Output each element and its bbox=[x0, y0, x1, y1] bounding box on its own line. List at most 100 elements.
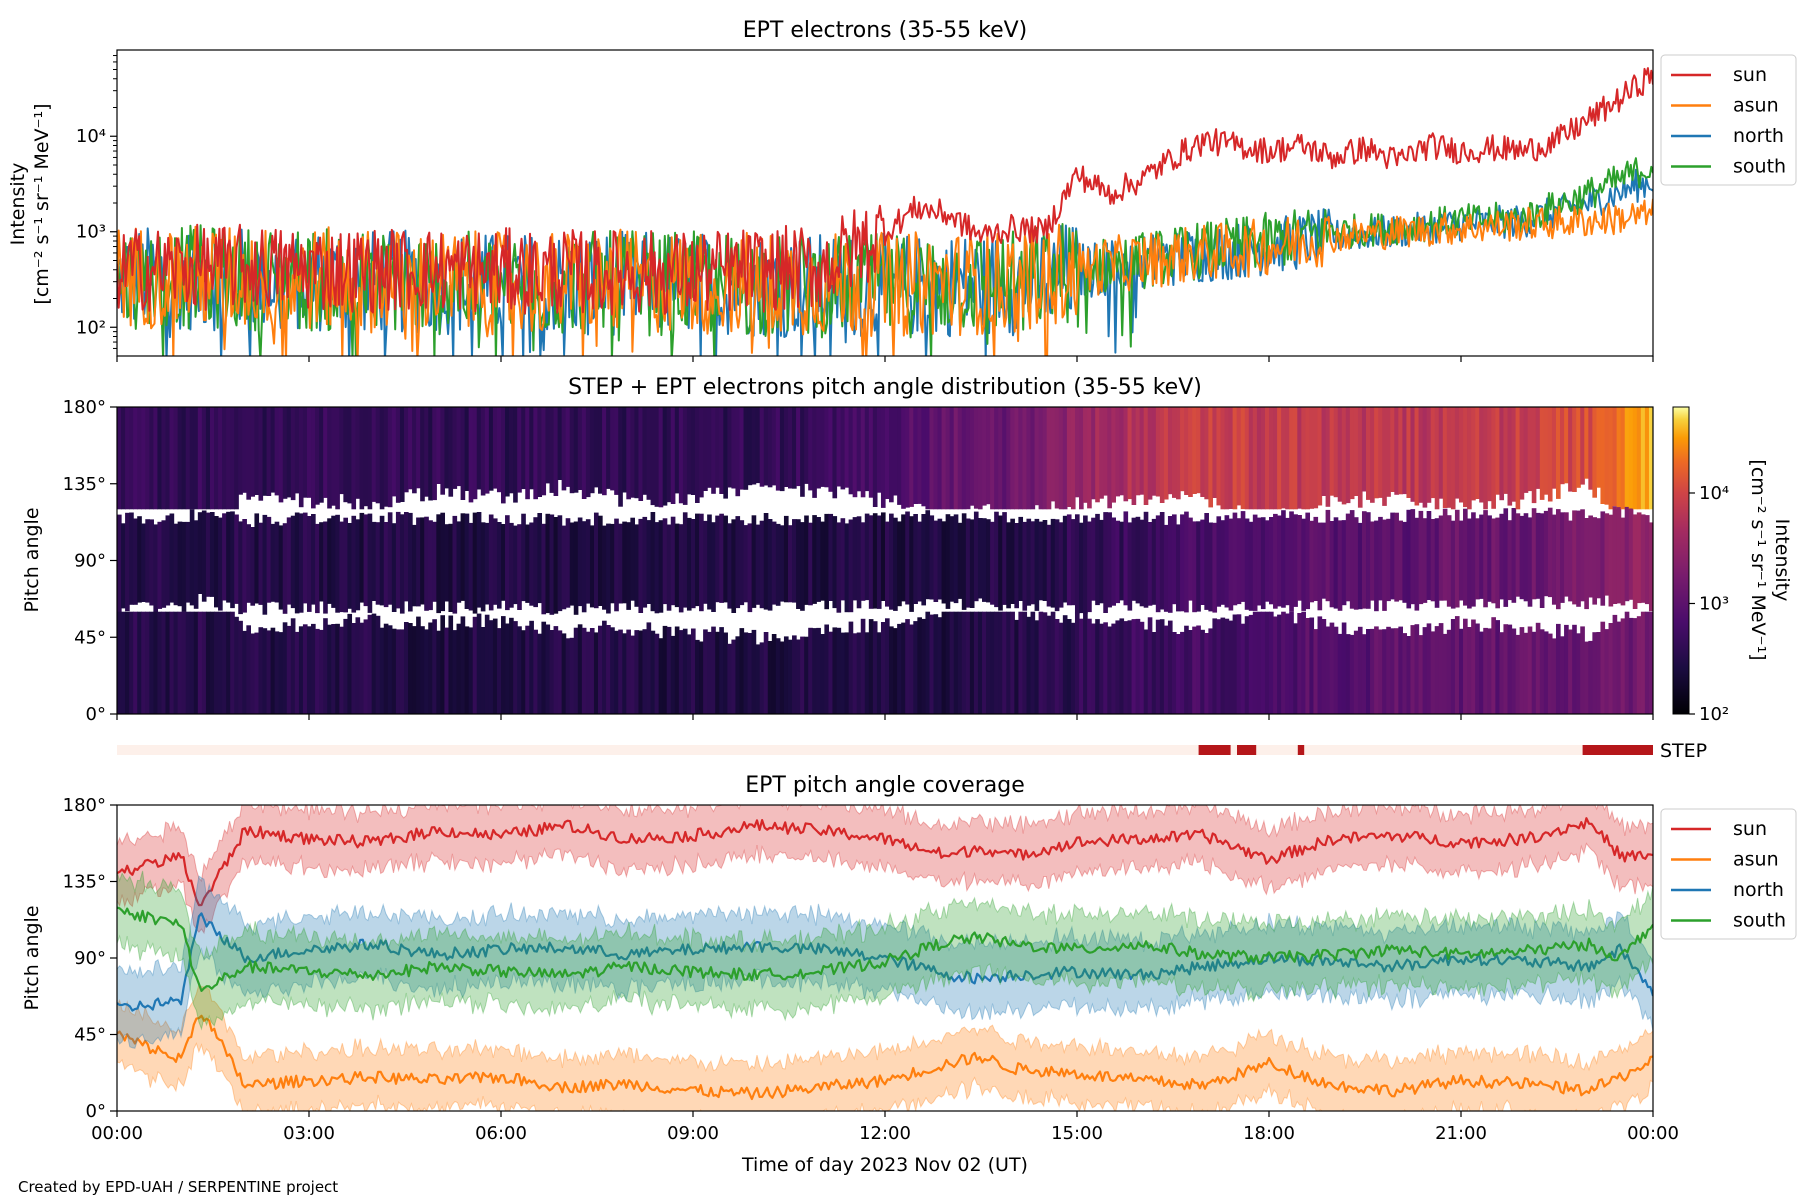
heatmap-cell-north bbox=[161, 520, 167, 608]
heatmap-cell-sun bbox=[703, 407, 708, 491]
heatmap-cell-asun bbox=[973, 611, 979, 714]
heatmap-cell-asun bbox=[1244, 616, 1250, 714]
heatmap-cell-asun bbox=[266, 630, 272, 714]
heatmap-cell-asun bbox=[1103, 622, 1108, 714]
heatmap-cell-north bbox=[1551, 514, 1557, 605]
heatmap-cell-sun bbox=[1321, 407, 1327, 496]
heatmap-cell-asun bbox=[218, 611, 223, 714]
heatmap-cell-north bbox=[885, 521, 890, 607]
heatmap-cell-north bbox=[1042, 520, 1048, 601]
heatmap-cell-asun bbox=[666, 626, 672, 714]
heatmap-cell-sun bbox=[969, 407, 975, 506]
heatmap-cell-sun bbox=[1378, 407, 1383, 498]
heatmap-cell-asun bbox=[1111, 623, 1116, 714]
heatmap-cell-sun bbox=[820, 407, 825, 487]
heatmap-cell-north bbox=[1127, 522, 1133, 611]
heatmap-cell-asun bbox=[440, 615, 446, 714]
heatmap-cell-asun bbox=[909, 624, 914, 714]
heatmap-cell-asun bbox=[1269, 611, 1274, 714]
heatmap-cell-north bbox=[525, 524, 530, 603]
heatmap-cell-north bbox=[1107, 512, 1112, 608]
heatmap-cell-sun bbox=[557, 407, 563, 480]
heatmap-cell-sun bbox=[565, 407, 571, 487]
heatmap-cell-sun bbox=[456, 407, 462, 487]
heatmap-cell-north bbox=[941, 521, 947, 604]
heatmap-cell-sun bbox=[759, 407, 765, 487]
heatmap-cell-sun bbox=[1588, 407, 1593, 490]
y-tick-label: 135° bbox=[63, 474, 106, 495]
heatmap-cell-sun bbox=[925, 407, 931, 510]
y-tick-label: 45° bbox=[74, 1025, 106, 1046]
legend-label-south: south bbox=[1733, 910, 1786, 932]
heatmap-cell-sun bbox=[1155, 407, 1161, 497]
heatmap-cell-sun bbox=[1394, 407, 1399, 495]
heatmap-cell-sun bbox=[464, 407, 470, 491]
heatmap-cell-sun bbox=[375, 407, 381, 504]
heatmap-cell-sun bbox=[1224, 407, 1230, 510]
heatmap-cell-north bbox=[844, 523, 850, 613]
heatmap-cell-sun bbox=[844, 407, 850, 488]
heatmap-cell-sun bbox=[492, 407, 498, 489]
heatmap-cell-asun bbox=[1438, 623, 1444, 714]
heatmap-cell-north bbox=[577, 517, 583, 607]
heatmap-cell-asun bbox=[994, 611, 999, 714]
step-label: STEP bbox=[1660, 740, 1707, 762]
heatmap-cell-north bbox=[1180, 514, 1185, 612]
heatmap-cell-asun bbox=[1188, 630, 1193, 714]
heatmap-cell-sun bbox=[460, 407, 466, 500]
heatmap-cell-north bbox=[893, 517, 898, 611]
heatmap-cell-asun bbox=[1612, 614, 1618, 714]
heatmap-cell-north bbox=[1592, 517, 1598, 605]
heatmap-cell-north bbox=[1414, 517, 1420, 611]
heatmap-cell-sun bbox=[1438, 407, 1444, 499]
heatmap-cell-north bbox=[1281, 510, 1286, 608]
heatmap-cell-north bbox=[165, 515, 171, 606]
y-tick-label: 10² bbox=[76, 317, 106, 338]
heatmap-cell-asun bbox=[1325, 626, 1331, 714]
heatmap-cell-asun bbox=[484, 614, 490, 714]
heatmap-cell-north bbox=[816, 517, 821, 602]
heatmap-cell-asun bbox=[137, 611, 142, 714]
heatmap-cell-asun bbox=[424, 629, 429, 714]
heatmap-cell-asun bbox=[876, 632, 882, 714]
heatmap-cell-north bbox=[302, 512, 308, 604]
heatmap-cell-asun bbox=[1054, 619, 1060, 714]
heatmap-cell-asun bbox=[614, 630, 619, 714]
heatmap-cell-asun bbox=[921, 618, 927, 714]
pad-x-ticks bbox=[116, 714, 1654, 720]
heatmap-cell-asun bbox=[375, 615, 381, 714]
heatmap-cell-north bbox=[553, 517, 559, 614]
heatmap-cell-asun bbox=[1293, 623, 1298, 714]
coverage-band-north bbox=[117, 875, 1653, 1049]
pitch-angle-distribution-panel: STEP + EPT electrons pitch angle distrib… bbox=[21, 375, 1793, 725]
heatmap-cell-asun bbox=[1014, 619, 1019, 714]
heatmap-cell-sun bbox=[585, 407, 591, 498]
heatmap-cell-north bbox=[994, 511, 999, 608]
heatmap-cell-asun bbox=[731, 639, 737, 714]
heatmap-cell-asun bbox=[355, 617, 361, 714]
heatmap-cell-sun bbox=[674, 407, 680, 494]
step-active-segment bbox=[1237, 745, 1257, 755]
heatmap-cell-north bbox=[424, 516, 429, 611]
legend-label-south: south bbox=[1733, 156, 1786, 178]
heatmap-cell-sun bbox=[412, 407, 417, 494]
heatmap-cell-sun bbox=[201, 407, 207, 510]
heatmap-cell-asun bbox=[157, 611, 163, 714]
heatmap-cell-asun bbox=[792, 635, 797, 714]
heatmap-cell-asun bbox=[852, 633, 858, 714]
heatmap-cell-sun bbox=[848, 407, 854, 495]
heatmap-cell-north bbox=[1293, 514, 1298, 607]
heatmap-cell-north bbox=[1568, 520, 1573, 602]
heatmap-cell-asun bbox=[1176, 634, 1181, 714]
heatmap-cell-sun bbox=[998, 407, 1003, 510]
heatmap-cell-asun bbox=[804, 636, 809, 714]
heatmap-cell-north bbox=[990, 521, 995, 605]
heatmap-cell-asun bbox=[1345, 634, 1351, 714]
heatmap-cell-asun bbox=[897, 623, 902, 714]
heatmap-cell-asun bbox=[1050, 611, 1056, 714]
heatmap-cell-asun bbox=[1648, 611, 1653, 714]
step-coverage-bar: STEP bbox=[117, 740, 1707, 762]
heatmap-cell-asun bbox=[969, 611, 975, 714]
heatmap-cell-asun bbox=[1192, 626, 1197, 714]
heatmap-cell-north bbox=[792, 519, 797, 603]
